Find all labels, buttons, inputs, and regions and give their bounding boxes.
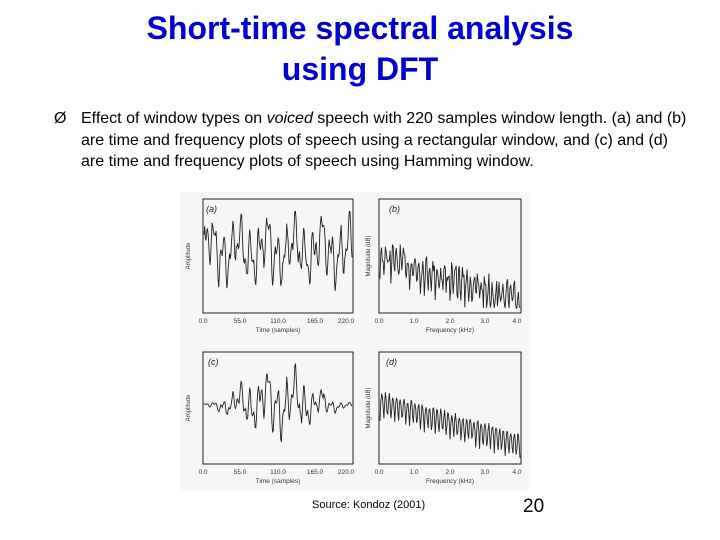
panel-d-xlabel: Frequency (kHz)	[426, 478, 474, 485]
panel-b-ticks: 0.0 1.0 2.0 3.0 4.0	[374, 318, 521, 325]
panel-c-tick: 55.0	[234, 469, 247, 476]
panel-b-tag: (b)	[389, 204, 400, 214]
panel-b: (b) Magnitude (dB) 0.0 1.0 2.0 3.0 4.0 F…	[366, 198, 522, 334]
panel-d-spectrum	[379, 392, 521, 459]
panel-a-tick: 110.0	[270, 318, 286, 325]
panel-a-xlabel: Time (samples)	[256, 327, 301, 334]
speech-window-figure: (a) Amplitude 0.0 55.0 110.0 165.0 220.0…	[180, 192, 530, 490]
panel-d-frame	[378, 351, 522, 465]
panel-a-ticks: 0.0 55.0 110.0 165.0 220.0	[198, 318, 354, 325]
panel-a-tick: 55.0	[234, 318, 247, 325]
panel-c-tick: 165.0	[307, 469, 324, 476]
panel-d-tick: 2.0	[445, 469, 454, 476]
panel-b-tick: 3.0	[480, 318, 489, 325]
bullet-text-part-2: speech with 220 samples window length. (…	[81, 110, 687, 170]
panel-d-ylabel: Magnitude (dB)	[366, 387, 372, 428]
bullet-arrow-icon: Ø	[54, 110, 67, 127]
bullet-text-part-1: Effect of window types on	[81, 110, 267, 127]
panel-c: (c) Amplitude 0.0 55.0 110.0 165.0 220.0…	[186, 351, 355, 485]
panel-d-tag: (d)	[386, 357, 397, 367]
panel-c-tag: (c)	[208, 357, 219, 367]
panel-d-tick: 4.0	[512, 469, 521, 476]
panel-c-frame	[202, 351, 354, 465]
figure-svg: (a) Amplitude 0.0 55.0 110.0 165.0 220.0…	[186, 198, 522, 485]
panel-c-ylabel: Amplitude	[186, 394, 192, 421]
panel-b-tick: 0.0	[374, 318, 383, 325]
panel-b-tick: 2.0	[445, 318, 454, 325]
panel-a-tag: (a)	[206, 204, 217, 214]
panel-b-ylabel: Magnitude (dB)	[366, 235, 372, 276]
slide-title: Short-time spectral analysis using DFT	[60, 8, 660, 90]
panel-b-frame	[378, 198, 522, 314]
panel-c-tick: 0.0	[198, 469, 207, 476]
page-number: 20	[523, 496, 545, 517]
panel-c-tick: 110.0	[270, 469, 286, 476]
panel-a-tick: 0.0	[198, 318, 207, 325]
panel-d-tick: 0.0	[374, 469, 383, 476]
panel-b-tick: 1.0	[409, 318, 418, 325]
slide-title-line-1: Short-time spectral analysis	[146, 10, 574, 46]
slide-title-line-2: using DFT	[281, 51, 439, 87]
source-citation: Source: Kondoz (2001)	[312, 499, 426, 511]
panel-b-tick: 4.0	[512, 318, 521, 325]
panel-c-ticks: 0.0 55.0 110.0 165.0 220.0	[198, 469, 354, 476]
panel-b-xlabel: Frequency (kHz)	[426, 327, 474, 334]
panel-a-tick: 220.0	[338, 318, 355, 325]
panel-c-xlabel: Time (samples)	[256, 478, 301, 485]
panel-a: (a) Amplitude 0.0 55.0 110.0 165.0 220.0…	[186, 198, 355, 334]
panel-c-waveform	[203, 363, 353, 443]
panel-b-spectrum	[379, 243, 521, 309]
bullet-text: Effect of window types on voiced speech …	[81, 108, 691, 173]
bullet-text-italic: voiced	[266, 110, 313, 127]
panel-a-frame	[202, 198, 354, 314]
panel-d-ticks: 0.0 1.0 2.0 3.0 4.0	[374, 469, 521, 476]
panel-a-waveform	[203, 211, 353, 291]
panel-d-tick: 1.0	[409, 469, 418, 476]
panel-d-tick: 3.0	[480, 469, 489, 476]
panel-d: (d) Magnitude (dB) 0.0 1.0 2.0 3.0 4.0 F…	[366, 351, 522, 485]
panel-c-tick: 220.0	[338, 469, 355, 476]
panel-a-ylabel: Amplitude	[186, 242, 192, 269]
panel-a-tick: 165.0	[307, 318, 324, 325]
